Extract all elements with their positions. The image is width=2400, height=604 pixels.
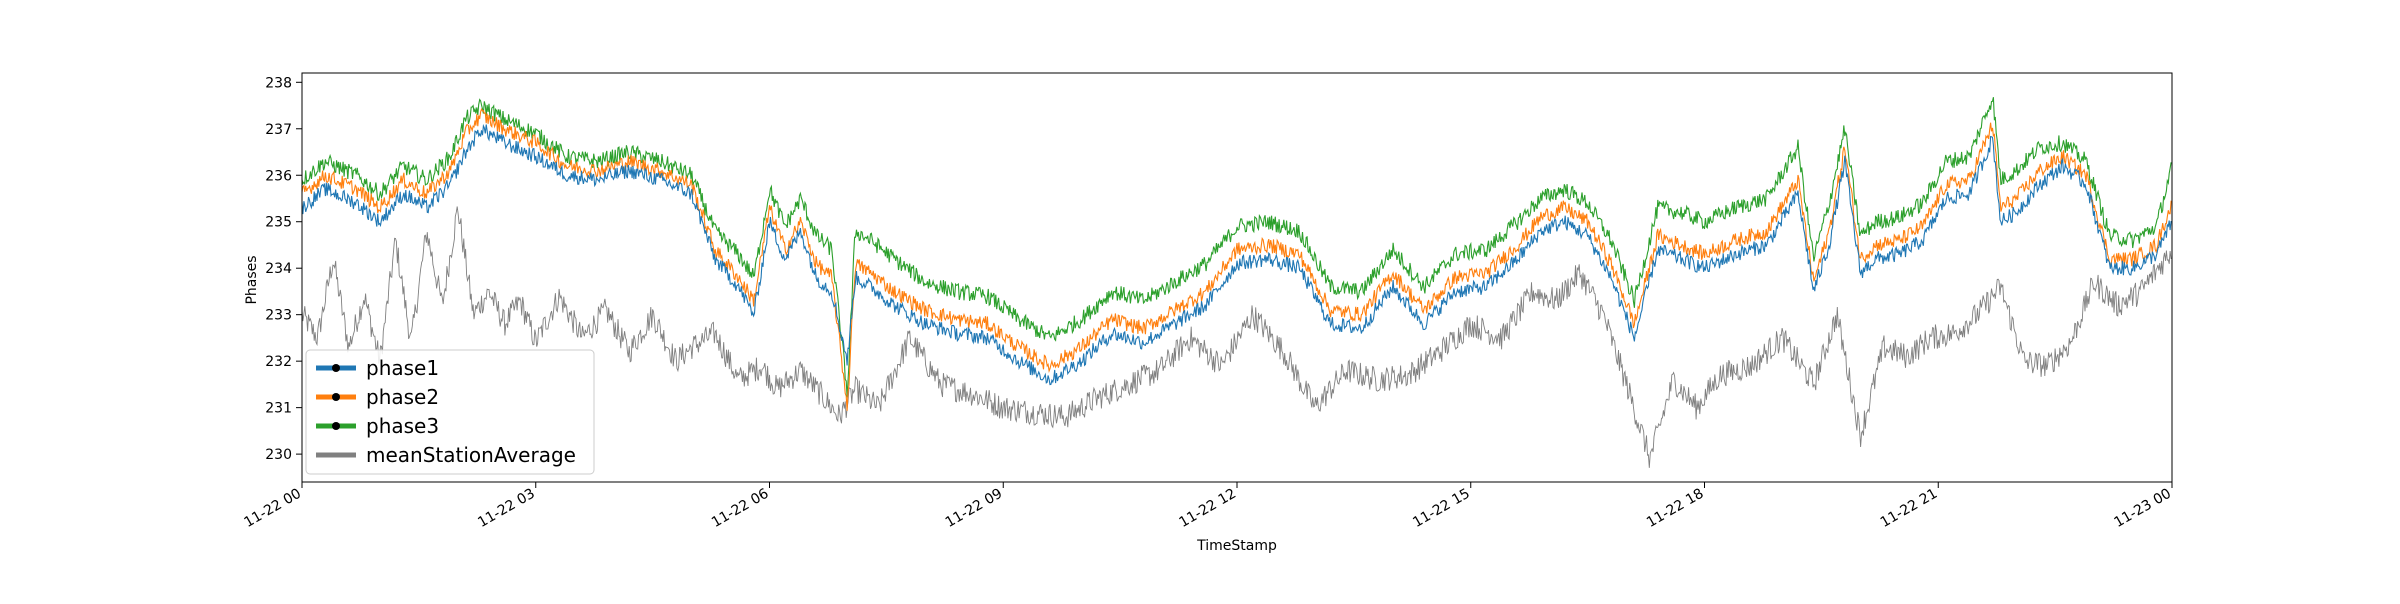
y-tick-label: 232 (265, 354, 292, 370)
legend-box (305, 349, 595, 475)
plot-area (302, 97, 2172, 468)
legend-label-phase2: phase2 (366, 385, 439, 409)
y-tick-label: 237 (265, 122, 292, 138)
x-axis-label: TimeStamp (1196, 538, 1277, 554)
legend-marker-phase3 (332, 422, 340, 430)
y-tick-label: 230 (265, 447, 292, 463)
legend-marker-phase2 (332, 393, 340, 401)
legend-label-phase1: phase1 (366, 356, 439, 380)
legend-label-meanStationAverage: meanStationAverage (366, 443, 576, 467)
y-tick-label: 238 (265, 75, 292, 91)
y-tick-label: 236 (265, 168, 292, 184)
series-line-phase3 (302, 97, 2172, 398)
legend: phase1 phase2 phase3 meanStationAverage (305, 349, 595, 475)
legend-label-phase3: phase3 (366, 414, 439, 438)
series-line-phase1 (302, 123, 2172, 386)
y-tick-label: 235 (265, 215, 292, 231)
y-tick-label: 233 (265, 308, 292, 324)
legend-marker-phase1 (332, 364, 340, 372)
series-line-meanStationAverage (302, 206, 2172, 468)
y-tick-label: 231 (265, 401, 292, 417)
y-axis-label: Phases (244, 255, 260, 304)
y-tick-label: 234 (265, 261, 292, 277)
series-line-phase2 (302, 108, 2172, 411)
